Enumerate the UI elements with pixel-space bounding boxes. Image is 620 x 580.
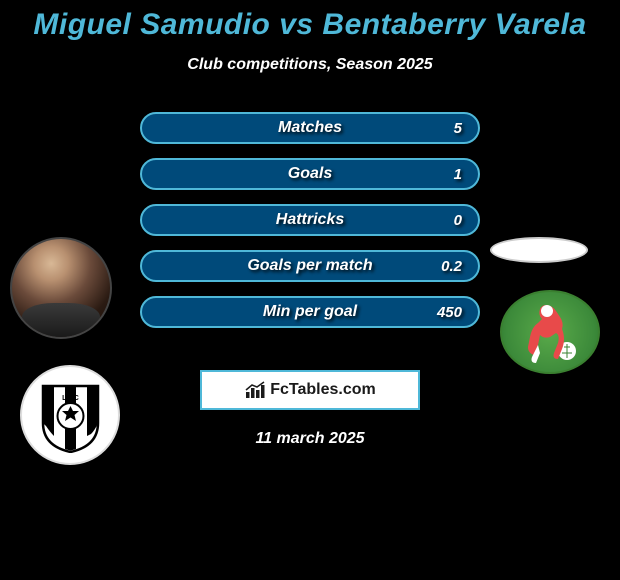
- stat-label: Min per goal: [263, 303, 357, 321]
- football-player-icon: [520, 297, 580, 367]
- svg-text:L.F.C: L.F.C: [62, 395, 79, 402]
- player-avatar-right-blank: [490, 237, 588, 263]
- player-avatar-left: [10, 237, 112, 339]
- chart-icon: [244, 381, 266, 399]
- shield-icon: L.F.C: [38, 378, 103, 453]
- stat-value: 0.2: [441, 258, 462, 275]
- stat-row-goals-per-match: Goals per match 0.2: [140, 250, 480, 282]
- stat-label: Matches: [278, 119, 342, 137]
- stat-value: 450: [437, 304, 462, 321]
- stat-row-min-per-goal: Min per goal 450: [140, 296, 480, 328]
- stats-area: L.F.C Matches 5 Goals 1: [0, 112, 620, 352]
- stat-row-goals: Goals 1: [140, 158, 480, 190]
- subtitle: Club competitions, Season 2025: [0, 56, 620, 74]
- branding-box[interactable]: FcTables.com: [200, 370, 420, 410]
- stat-value: 0: [454, 212, 462, 229]
- stat-row-matches: Matches 5: [140, 112, 480, 144]
- stat-label: Hattricks: [276, 211, 344, 229]
- stat-value: 5: [454, 120, 462, 137]
- branding-label: FcTables.com: [270, 381, 376, 399]
- club-badge-left: L.F.C: [20, 365, 120, 465]
- comparison-card: Miguel Samudio vs Bentaberry Varela Club…: [0, 0, 620, 580]
- club-badge-right: [500, 290, 600, 374]
- stat-label: Goals: [288, 165, 332, 183]
- page-title: Miguel Samudio vs Bentaberry Varela: [0, 0, 620, 42]
- stat-label: Goals per match: [247, 257, 372, 275]
- stat-value: 1: [454, 166, 462, 183]
- stat-row-hattricks: Hattricks 0: [140, 204, 480, 236]
